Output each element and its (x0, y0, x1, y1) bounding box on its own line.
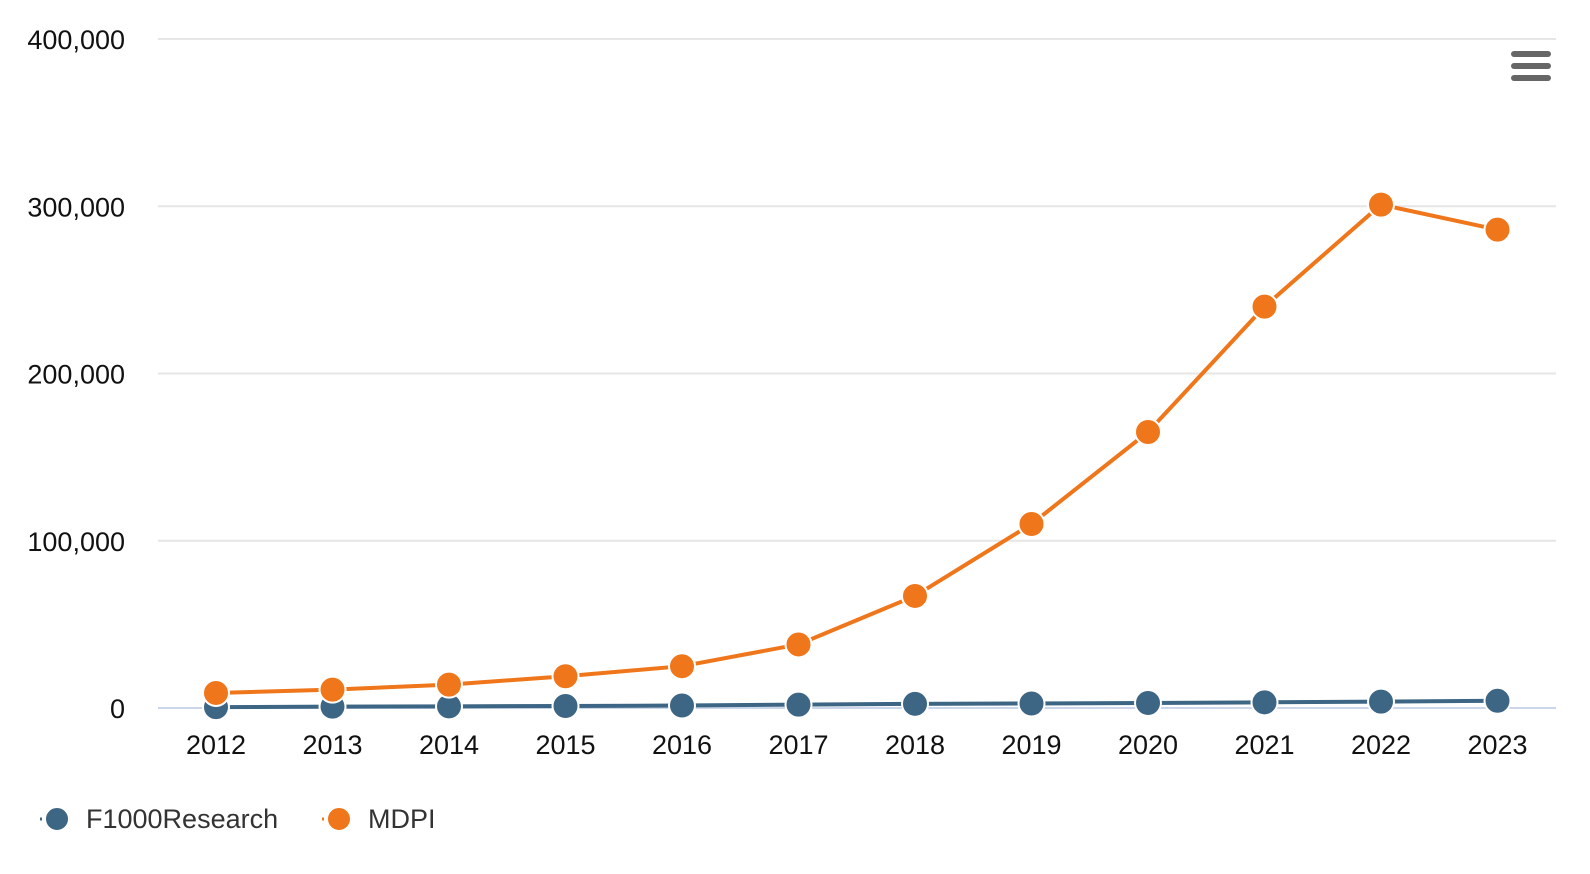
series-f1000research (202, 686, 1512, 722)
data-point[interactable] (1017, 689, 1046, 718)
series-line (214, 202, 1500, 695)
data-point[interactable] (784, 690, 813, 719)
legend-item[interactable]: MDPI (322, 804, 436, 834)
x-tick-label: 2019 (1001, 730, 1061, 760)
legend-item[interactable]: F1000Research (40, 804, 278, 834)
x-tick-label: 2013 (302, 730, 362, 760)
data-point[interactable] (551, 662, 580, 691)
x-tick-label: 2020 (1118, 730, 1178, 760)
data-point[interactable] (1250, 688, 1279, 717)
legend-marker (326, 806, 352, 832)
legend-label: F1000Research (86, 804, 278, 834)
x-tick-label: 2021 (1234, 730, 1294, 760)
y-tick-label: 0 (110, 694, 125, 724)
x-tick-label: 2015 (535, 730, 595, 760)
series-mdpi (202, 190, 1512, 707)
data-point[interactable] (1134, 688, 1162, 717)
legend-marker (44, 806, 70, 832)
y-tick-label: 300,000 (27, 192, 125, 222)
gridlines (158, 38, 1556, 542)
data-point[interactable] (1367, 687, 1395, 716)
data-point[interactable] (901, 581, 929, 610)
x-tick-label: 2014 (419, 730, 479, 760)
chart-menu-button[interactable] (1508, 45, 1554, 87)
data-point[interactable] (1250, 292, 1279, 321)
x-tick-label: 2018 (885, 730, 945, 760)
data-point[interactable] (202, 678, 230, 707)
series-layer (202, 190, 1512, 722)
x-tick-label: 2023 (1467, 730, 1527, 760)
y-tick-label: 200,000 (27, 360, 125, 390)
x-axis: 2012 2013 2014 2015 2016 2017 2018 2019 2020 2021… (158, 707, 1556, 760)
data-point[interactable] (784, 630, 813, 659)
x-tick-label: 2016 (652, 730, 712, 760)
data-point[interactable] (1134, 418, 1162, 447)
data-point[interactable] (551, 691, 580, 720)
data-point[interactable] (1017, 510, 1046, 539)
legend: F1000Research MDPI (40, 804, 436, 834)
data-point[interactable] (901, 689, 929, 718)
x-tick-label: 2022 (1351, 730, 1411, 760)
data-point[interactable] (1483, 215, 1512, 244)
data-point[interactable] (435, 670, 463, 699)
y-tick-label: 400,000 (27, 25, 125, 55)
y-axis: 0 100,000 200,000 300,000 400,000 (27, 25, 125, 724)
legend-label: MDPI (368, 804, 436, 834)
data-point[interactable] (318, 675, 347, 704)
y-tick-label: 100,000 (27, 527, 125, 557)
x-tick-label: 2012 (186, 730, 246, 760)
data-point[interactable] (668, 691, 696, 720)
series-line (214, 698, 1500, 710)
hamburger-menu-icon[interactable] (1511, 51, 1551, 81)
x-tick-label: 2017 (768, 730, 828, 760)
data-point[interactable] (1367, 190, 1395, 219)
data-point[interactable] (668, 652, 696, 681)
data-point[interactable] (1483, 686, 1512, 715)
